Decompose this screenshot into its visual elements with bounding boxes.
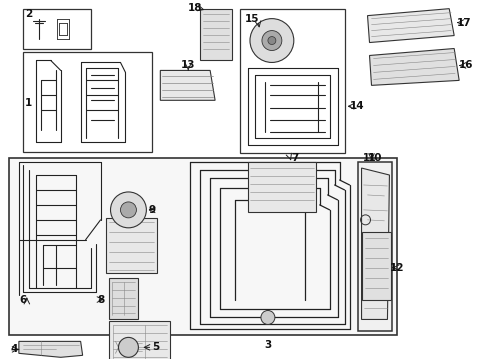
- Circle shape: [118, 337, 138, 357]
- Circle shape: [249, 19, 293, 62]
- Circle shape: [261, 310, 274, 324]
- Text: 8: 8: [97, 294, 104, 305]
- Text: 11: 11: [362, 153, 375, 163]
- Text: 4: 4: [10, 345, 18, 354]
- Polygon shape: [19, 341, 82, 357]
- Bar: [23, 9, 90, 49]
- Bar: [9, 158, 397, 336]
- Text: 2: 2: [25, 9, 32, 19]
- Text: 13: 13: [181, 60, 195, 71]
- Circle shape: [120, 202, 136, 218]
- Bar: [247, 162, 315, 212]
- Polygon shape: [367, 9, 453, 42]
- Bar: [23, 53, 152, 152]
- Bar: [240, 9, 344, 153]
- Polygon shape: [369, 49, 458, 85]
- Text: 5: 5: [151, 342, 159, 352]
- Text: 1: 1: [25, 98, 32, 108]
- Text: 10: 10: [367, 153, 382, 163]
- Text: 7: 7: [290, 153, 298, 163]
- Text: 17: 17: [456, 18, 470, 28]
- Bar: [108, 321, 170, 360]
- Bar: [361, 232, 390, 300]
- Bar: [200, 9, 232, 60]
- Text: 18: 18: [187, 3, 202, 13]
- Text: 16: 16: [458, 60, 472, 71]
- Text: 3: 3: [264, 340, 271, 350]
- Circle shape: [262, 31, 281, 50]
- Polygon shape: [160, 71, 215, 100]
- Text: 15: 15: [244, 14, 259, 24]
- Bar: [105, 218, 157, 273]
- Polygon shape: [361, 168, 388, 319]
- Bar: [108, 278, 138, 319]
- Text: 12: 12: [389, 263, 404, 273]
- Text: 14: 14: [349, 101, 364, 111]
- Text: 9: 9: [148, 205, 156, 215]
- Bar: [357, 162, 392, 332]
- Circle shape: [110, 192, 146, 228]
- Circle shape: [267, 37, 275, 45]
- Text: 6: 6: [19, 294, 26, 305]
